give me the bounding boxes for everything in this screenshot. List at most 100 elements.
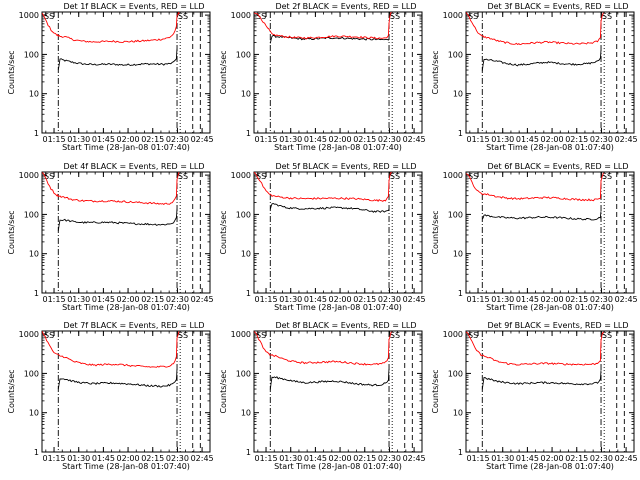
series-line-events xyxy=(481,49,602,71)
corner-label-right: SS xyxy=(178,331,188,340)
x-tick-label: 01:30 xyxy=(279,135,302,144)
series-layer xyxy=(466,172,604,221)
x-tick-label: 02:15 xyxy=(565,454,588,463)
y-tick-label: 1 xyxy=(458,448,463,457)
y-axis-label: Counts/sec xyxy=(219,369,228,413)
plot-frame xyxy=(465,11,635,134)
corner-label-right: SS xyxy=(178,172,188,181)
y-tick-label: 1 xyxy=(34,448,39,457)
y-tick-label: 1000 xyxy=(231,330,251,339)
x-tick-label: 01:15 xyxy=(255,454,278,463)
series-line-events xyxy=(481,211,602,221)
y-tick-label: 100 xyxy=(448,369,463,378)
x-tick-label: 02:30 xyxy=(590,135,613,144)
y-axis-label: Counts/sec xyxy=(219,50,228,94)
y-axis-label: Counts/sec xyxy=(431,50,440,94)
corner-label-left: SS xyxy=(44,172,54,181)
panel-title: Det 2f BLACK = Events, RED = LLD xyxy=(275,2,416,11)
corner-label-right: SS xyxy=(390,331,400,340)
x-tick-label: 02:45 xyxy=(615,454,638,463)
x-tick-label: 01:45 xyxy=(92,295,115,304)
corner-label-left: SS xyxy=(468,172,478,181)
panel-title: Det 4f BLACK = Events, RED = LLD xyxy=(63,162,204,171)
x-tick-label: 02:00 xyxy=(329,454,352,463)
series-layer xyxy=(254,172,392,213)
panel-det-2: Det 2f BLACK = Events, RED = LLD 1 10 100 10… xyxy=(219,2,426,152)
corner-label-left: SS xyxy=(468,331,478,340)
y-tick-label: 1 xyxy=(34,289,39,298)
series-line-events xyxy=(57,208,178,231)
panel-title: Det 3f BLACK = Events, RED = LLD xyxy=(487,2,628,11)
x-tick-label: 02:30 xyxy=(378,454,401,463)
x-tick-label: 01:15 xyxy=(43,454,66,463)
panel-det-5: Det 5f BLACK = Events, RED = LLD 1 10 100 10… xyxy=(219,162,426,312)
x-tick-label: 02:15 xyxy=(353,454,376,463)
panel-title: Det 6f BLACK = Events, RED = LLD xyxy=(487,162,628,171)
x-tick-label: 02:15 xyxy=(353,135,376,144)
series-line-events xyxy=(269,203,390,213)
series-layer xyxy=(466,12,604,71)
series-layer xyxy=(254,12,392,44)
x-tick-label: 02:30 xyxy=(590,454,613,463)
series-line-lld xyxy=(42,12,180,43)
x-tick-label: 01:30 xyxy=(491,135,514,144)
y-axis-label: Counts/sec xyxy=(7,210,16,254)
corner-label-right: SS xyxy=(390,172,400,181)
x-tick-label: 01:45 xyxy=(304,454,327,463)
y-tick-label: 10 xyxy=(453,250,463,259)
corner-label-right: SS xyxy=(178,12,188,21)
corner-label-left: SS xyxy=(44,331,54,340)
x-tick-label: 02:15 xyxy=(141,454,164,463)
x-tick-label: 01:15 xyxy=(467,454,490,463)
series-line-lld xyxy=(42,172,180,205)
x-tick-label: 01:30 xyxy=(491,295,514,304)
series-line-events xyxy=(481,370,602,390)
x-tick-label: 02:45 xyxy=(191,295,214,304)
panel-det-7: Det 7f BLACK = Events, RED = LLD 1 10 100 10… xyxy=(7,321,214,471)
x-tick-label: 02:15 xyxy=(141,295,164,304)
x-tick-label: 02:15 xyxy=(565,135,588,144)
y-tick-label: 100 xyxy=(448,210,463,219)
x-tick-label: 01:30 xyxy=(67,135,90,144)
plot-frame xyxy=(253,11,423,134)
y-tick-label: 100 xyxy=(236,210,251,219)
x-tick-label: 02:45 xyxy=(615,295,638,304)
y-axis-label: Counts/sec xyxy=(7,50,16,94)
y-axis-label: Counts/sec xyxy=(431,369,440,413)
y-tick-label: 100 xyxy=(236,369,251,378)
panel-title: Det 5f BLACK = Events, RED = LLD xyxy=(275,162,416,171)
x-tick-label: 01:45 xyxy=(304,135,327,144)
x-tick-label: 02:30 xyxy=(590,295,613,304)
y-tick-label: 100 xyxy=(24,369,39,378)
corner-label-left: SS xyxy=(256,331,266,340)
series-line-lld xyxy=(42,331,180,368)
x-tick-label: 01:45 xyxy=(92,454,115,463)
panel-det-4: Det 4f BLACK = Events, RED = LLD 1 10 100 10… xyxy=(7,162,214,312)
series-line-lld xyxy=(254,12,392,40)
x-tick-label: 02:45 xyxy=(191,135,214,144)
panel-title: Det 1f BLACK = Events, RED = LLD xyxy=(63,2,204,11)
y-tick-label: 1000 xyxy=(19,171,39,180)
plot-frame xyxy=(41,11,211,134)
y-tick-label: 1000 xyxy=(231,171,251,180)
series-line-events xyxy=(269,368,390,390)
y-tick-label: 10 xyxy=(241,250,251,259)
panel-title: Det 7f BLACK = Events, RED = LLD xyxy=(63,321,204,330)
series-line-events xyxy=(269,35,390,44)
y-tick-label: 10 xyxy=(453,409,463,418)
y-tick-label: 1 xyxy=(458,129,463,138)
x-tick-label: 01:30 xyxy=(279,454,302,463)
series-layer xyxy=(42,172,180,231)
x-tick-label: 01:15 xyxy=(43,135,66,144)
y-tick-label: 1000 xyxy=(19,11,39,20)
x-tick-label: 02:45 xyxy=(403,295,426,304)
x-tick-label: 02:00 xyxy=(541,135,564,144)
x-tick-label: 02:45 xyxy=(615,135,638,144)
y-axis-label: Counts/sec xyxy=(7,369,16,413)
y-tick-label: 10 xyxy=(29,409,39,418)
x-tick-label: 01:45 xyxy=(516,295,539,304)
series-line-lld xyxy=(466,12,604,45)
plot-frame xyxy=(465,330,635,453)
y-tick-label: 1000 xyxy=(443,330,463,339)
x-tick-label: 01:45 xyxy=(304,295,327,304)
